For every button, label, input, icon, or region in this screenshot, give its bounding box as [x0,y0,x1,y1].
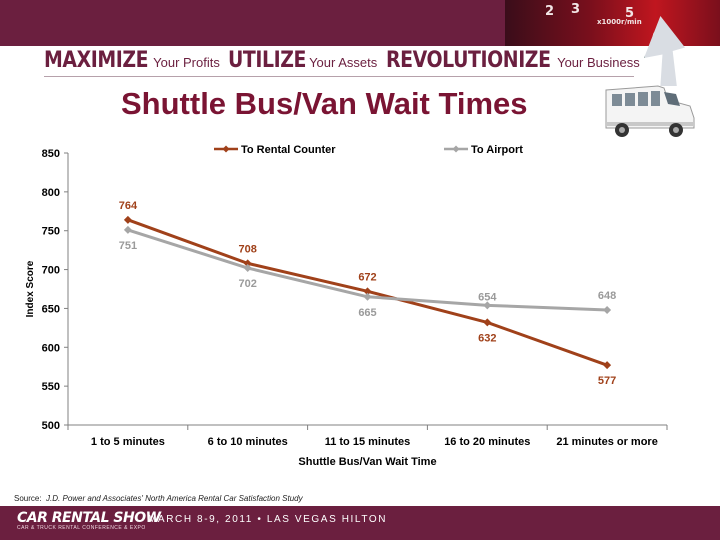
tagline-divider [44,76,634,77]
data-label: 577 [598,375,616,387]
data-point [603,361,612,370]
data-point [603,305,612,314]
legend-swatch-marker [452,145,460,153]
legend-label: To Rental Counter [241,144,336,156]
data-point [363,292,372,301]
y-tick-label: 500 [42,420,60,432]
car-rental-show-logo: CAR RENTAL SHOW CAR & TRUCK RENTAL CONFE… [17,510,161,531]
data-label: 632 [478,332,496,344]
x-axis-title: Shuttle Bus/Van Wait Time [298,456,436,468]
source-note: Source: J.D. Power and Associates' North… [14,494,303,503]
data-label: 708 [239,243,257,255]
data-label: 654 [478,291,497,303]
y-tick-label: 650 [42,303,60,315]
event-info: MARCH 8-9, 2011 • LAS VEGAS HILTON [148,514,388,525]
data-point [483,318,492,327]
footer-bar [0,506,720,540]
x-tick-label: 6 to 10 minutes [208,436,288,448]
tachometer-graphic: 2 3 x1000r/min 6 5 [505,0,720,46]
legend-label: To Airport [471,144,523,156]
data-label: 665 [358,307,376,319]
data-label: 648 [598,290,616,302]
tagline-word: REVOLUTIONIZE [385,48,551,73]
tagline: MAXIMIZE Your Profits UTILIZE Your Assets … [44,48,640,74]
data-label: 672 [358,271,376,283]
gauge-number: x1000r/min [597,18,642,26]
gauge-number: 5 [625,6,635,21]
tagline-word: MAXIMIZE [44,48,149,73]
data-point [123,225,132,234]
shuttle-van-icon [605,85,695,137]
data-label: 764 [119,200,138,212]
source-prefix: Source: [14,494,42,503]
data-point [243,259,252,268]
data-point [123,215,132,224]
gauge-number: 3 [571,2,581,17]
logo-subtitle: CAR & TRUCK RENTAL CONFERENCE & EXPO [17,525,146,531]
source-text: J.D. Power and Associates' North America… [46,494,303,503]
tagline-phrase: Your Business [557,55,640,70]
x-tick-label: 11 to 15 minutes [325,436,411,448]
tagline-phrase: Your Profits [153,55,220,70]
y-tick-label: 750 [42,226,60,238]
gauge-number: 2 [545,4,555,19]
y-tick-label: 850 [42,148,60,160]
line-chart: 850 800 750 700 650 600 550 500 1 to 5 minutes 6 … [25,144,668,468]
data-point [483,301,492,310]
tagline-phrase: Your Assets [309,55,378,70]
y-tick-label: 700 [42,265,60,277]
data-label: 702 [239,278,257,290]
y-axis-title: Index Score [25,260,36,317]
data-point [243,264,252,273]
x-tick-label: 21 minutes or more [556,436,657,448]
y-tick-label: 550 [42,381,60,393]
y-tick-label: 800 [42,187,60,199]
x-tick-label: 16 to 20 minutes [444,436,530,448]
slide-title: Shuttle Bus/Van Wait Times [121,86,528,121]
tagline-word: UTILIZE [228,48,307,73]
logo-wordmark: CAR RENTAL SHOW [17,510,161,526]
y-tick-label: 600 [42,342,60,354]
data-label: 751 [119,240,137,252]
x-tick-label: 1 to 5 minutes [91,436,165,448]
legend-swatch-marker [222,145,230,153]
data-point [363,287,372,296]
